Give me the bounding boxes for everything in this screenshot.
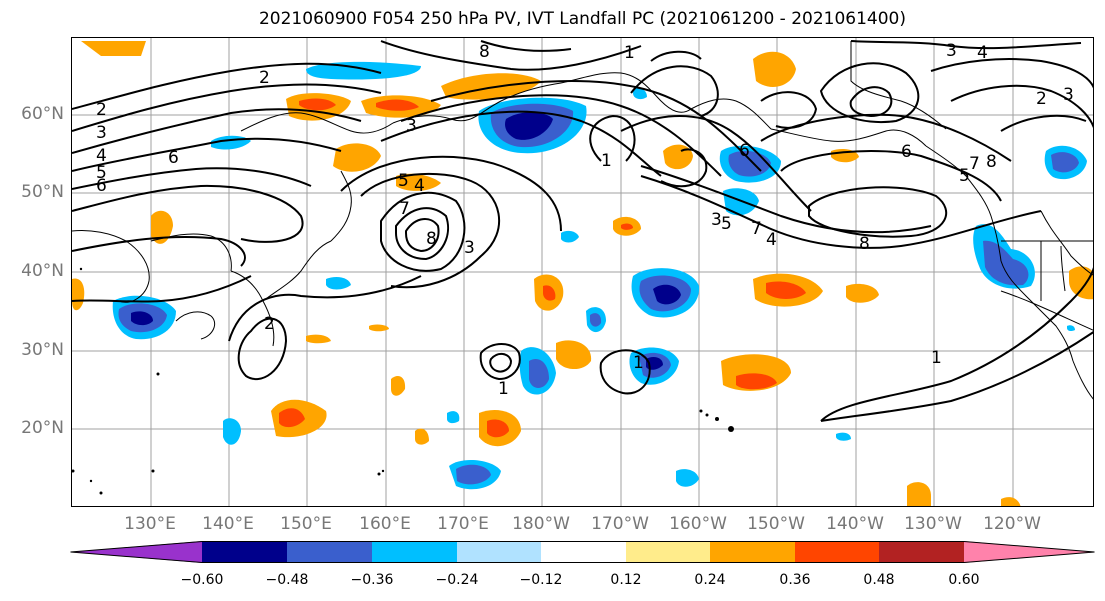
colorbar-segment: [70, 541, 202, 563]
lon-label-140w: 140°W: [826, 514, 884, 534]
colorbar-tick-label: −0.36: [350, 572, 394, 588]
lon-label-160e: 160°E: [359, 514, 411, 534]
islands: [72, 267, 734, 495]
contour-label: 3: [406, 116, 417, 136]
lat-label-40n: 40°N: [21, 261, 64, 281]
contour-label: 6: [739, 141, 750, 161]
contour-label: 1: [601, 151, 612, 171]
contour-label: 1: [498, 379, 509, 399]
colorbar-segment: [626, 541, 710, 563]
contour-label: 5: [96, 163, 107, 183]
contour-label: 4: [96, 146, 107, 166]
lat-label-50n: 50°N: [21, 182, 64, 202]
contour-label: 8: [479, 42, 490, 62]
colorbar-segment: [287, 541, 372, 563]
colorbar-segment: [541, 541, 626, 563]
contour-label: 3: [946, 41, 957, 61]
contour-label: 2: [1036, 89, 1047, 109]
lon-label-160w: 160°W: [669, 514, 727, 534]
contour-label: 1: [633, 353, 644, 373]
lon-label-170w: 170°W: [591, 514, 649, 534]
contour-label: 7: [969, 154, 980, 174]
contour-label: 1: [931, 348, 942, 368]
contour-label: 6: [96, 176, 107, 196]
contour-label: 1: [624, 43, 635, 63]
colorbar-tick-label: 0.12: [610, 572, 642, 588]
contour-label: 4: [766, 230, 777, 250]
lon-label-130w: 130°W: [904, 514, 962, 534]
colorbar-tick-label: 0.48: [863, 572, 895, 588]
contour-label: 7: [399, 199, 410, 219]
contour-label: 6: [901, 142, 912, 162]
colorbar-segment: [457, 541, 541, 563]
lon-label-150w: 150°W: [747, 514, 805, 534]
lat-label-60n: 60°N: [21, 104, 64, 124]
colorbar-tick-label: −0.60: [180, 572, 224, 588]
colorbar-tick-label: 0.24: [694, 572, 726, 588]
contour-label: 5: [721, 214, 732, 234]
contour-label: 8: [426, 229, 437, 249]
colorbar-segment: [795, 541, 879, 563]
contour-label: 8: [986, 152, 997, 172]
contour-label: 3: [1063, 85, 1074, 105]
contour-label: 2: [264, 314, 275, 334]
contour-label-group: 2 3 4 5 6 2 3 8 7 6 8 5 4 3 1 1 1 8 7 6 …: [96, 41, 1074, 399]
contour-label: 4: [977, 43, 988, 63]
lon-label-140e: 140°E: [202, 514, 254, 534]
contour-label: 4: [414, 176, 425, 196]
map-canvas: 2 3 4 5 6 2 3 8 7 6 8 5 4 3 1 1 1 8 7 6 …: [72, 38, 1093, 506]
colorbar-segment: [879, 541, 964, 563]
colorbar-tick-label: 0.60: [948, 572, 980, 588]
colorbar-segment: [964, 541, 1095, 563]
colorbar-tick-label: −0.24: [435, 572, 479, 588]
lon-label-180w: 180°W: [512, 514, 570, 534]
lon-label-150e: 150°E: [280, 514, 332, 534]
contour-label: 3: [464, 238, 475, 258]
contour-label: 8: [859, 234, 870, 254]
lon-label-170e: 170°E: [437, 514, 489, 534]
colorbar-segment: [710, 541, 795, 563]
contour-label: 5: [398, 171, 409, 191]
contour-label: 3: [96, 123, 107, 143]
contour-label: 3: [711, 210, 722, 230]
contour-label: 2: [96, 100, 107, 120]
colorbar-segment: [202, 541, 287, 563]
colorbar-tick-label: 0.36: [779, 572, 811, 588]
lat-label-20n: 20°N: [21, 418, 64, 438]
coastlines: [72, 41, 1093, 400]
ivt-shading: [72, 41, 1093, 506]
map-panel: 2 3 4 5 6 2 3 8 7 6 8 5 4 3 1 1 1 8 7 6 …: [71, 37, 1094, 507]
contour-label: 6: [168, 148, 179, 168]
lat-label-30n: 30°N: [21, 340, 64, 360]
lon-label-130e: 130°E: [124, 514, 176, 534]
contour-label: 2: [259, 68, 270, 88]
lon-label-120w: 120°W: [983, 514, 1041, 534]
colorbar: [70, 541, 1095, 563]
colorbar-tick-label: −0.48: [265, 572, 309, 588]
colorbar-tick-label: −0.12: [519, 572, 563, 588]
colorbar-segment: [372, 541, 457, 563]
map-title: 2021060900 F054 250 hPa PV, IVT Landfall…: [258, 9, 906, 29]
contour-label: 7: [751, 219, 762, 239]
pv-contours: [72, 40, 1093, 422]
contour-label: 5: [959, 166, 970, 186]
